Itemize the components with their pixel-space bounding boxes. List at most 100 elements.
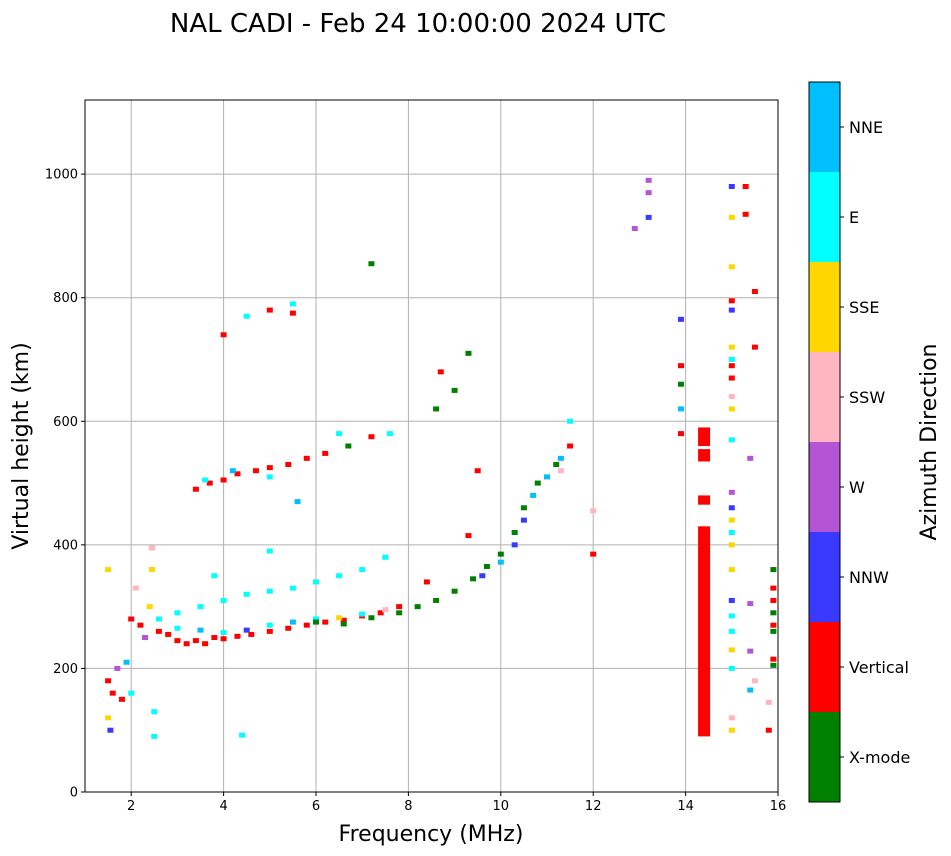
y-tick-label: 200 (53, 662, 78, 677)
echo-point (433, 597, 440, 603)
x-tick-label: 12 (585, 799, 602, 814)
echo-point (677, 316, 684, 322)
echo-point (728, 530, 735, 535)
echo-point (313, 619, 319, 625)
echo-point (266, 465, 273, 471)
echo-point (229, 468, 236, 474)
echo-point (728, 394, 735, 400)
colorbar-segment (809, 352, 840, 442)
echo-point (123, 659, 130, 665)
echo-bar (698, 495, 711, 505)
echo-point (266, 307, 273, 313)
echo-point (234, 471, 241, 477)
echo-point (728, 184, 735, 189)
echo-point (146, 604, 153, 610)
echo-point (414, 604, 421, 610)
echo-point (243, 591, 250, 597)
echo-point (747, 601, 754, 607)
echo-point (368, 615, 375, 621)
x-tick-label: 14 (677, 799, 694, 814)
echo-point (336, 615, 343, 621)
echo-point (252, 468, 259, 474)
echo-point (266, 548, 273, 554)
echo-point (336, 573, 343, 579)
echo-point (345, 443, 352, 449)
echo-point (142, 635, 149, 641)
echo-point (770, 656, 777, 662)
echo-point (728, 307, 735, 313)
echo-point (202, 641, 209, 647)
echo-point (567, 418, 574, 424)
echo-point (322, 619, 329, 625)
echo-point (751, 344, 758, 350)
echo-point (243, 313, 250, 319)
echo-point (530, 492, 537, 498)
echo-point (197, 627, 204, 633)
echo-points (105, 177, 777, 739)
echo-point (567, 443, 574, 449)
chart-title: NAL CADI - Feb 24 10:00:00 2024 UTC (170, 9, 666, 39)
echo-point (770, 622, 777, 628)
grid-lines (85, 100, 779, 793)
echo-point (340, 621, 347, 627)
echo-point (322, 450, 329, 456)
echo-point (728, 597, 735, 603)
echo-point (183, 641, 190, 647)
echo-point (728, 715, 735, 721)
y-tick-label: 600 (53, 415, 78, 430)
echo-point (303, 455, 310, 461)
echo-point (266, 622, 273, 628)
echo-point (728, 214, 735, 220)
echo-bar (698, 526, 711, 737)
echo-point (483, 563, 490, 569)
echo-point (148, 567, 155, 573)
colorbar-segment (809, 82, 840, 172)
echo-point (497, 559, 504, 565)
echo-point (742, 184, 749, 189)
echo-point (303, 622, 310, 628)
x-tick-label: 6 (312, 799, 320, 814)
echo-point (105, 567, 112, 573)
echo-point (105, 678, 112, 684)
echo-point (211, 573, 218, 579)
colorbar-label-ssw: SSW (849, 388, 885, 407)
colorbar-label-x-mode: X-mode (849, 748, 910, 767)
azimuth-colorbar: X-mode Vertical NNW W SSW SSE E NNE (808, 81, 910, 803)
echo-point (728, 647, 735, 653)
echo-point (534, 480, 541, 486)
echo-point (174, 625, 181, 631)
echo-point (266, 628, 273, 634)
echo-point (118, 696, 125, 702)
echo-point (368, 261, 375, 267)
echo-point (465, 350, 472, 356)
echo-point (520, 517, 527, 523)
echo-point (520, 505, 527, 511)
echo-point (234, 633, 241, 639)
colorbar-label: Azimuth Direction (917, 343, 942, 540)
echo-point (511, 542, 518, 548)
colorbar-label-nne: NNE (849, 118, 883, 137)
y-tick-label: 400 (53, 538, 78, 553)
echo-point (359, 567, 366, 573)
colorbar-label-nnw: NNW (849, 568, 889, 587)
echo-point (340, 617, 347, 623)
colorbar-frame (808, 81, 841, 803)
echo-point (728, 437, 735, 443)
echo-point (359, 611, 366, 617)
echo-point (677, 406, 684, 412)
echo-point (105, 715, 112, 721)
echo-point (728, 357, 735, 362)
echo-point (313, 579, 319, 585)
echo-point (336, 431, 343, 437)
echo-point (770, 662, 777, 668)
echo-point (192, 638, 199, 644)
echo-point (728, 665, 735, 671)
echo-point (728, 363, 735, 369)
echo-point (677, 363, 684, 369)
echo-point (382, 554, 389, 560)
echo-point (765, 727, 772, 733)
colorbar-segment (809, 622, 840, 712)
echo-point (728, 567, 735, 573)
colorbar-label-vertical: Vertical (849, 658, 909, 677)
echo-point (728, 542, 735, 548)
